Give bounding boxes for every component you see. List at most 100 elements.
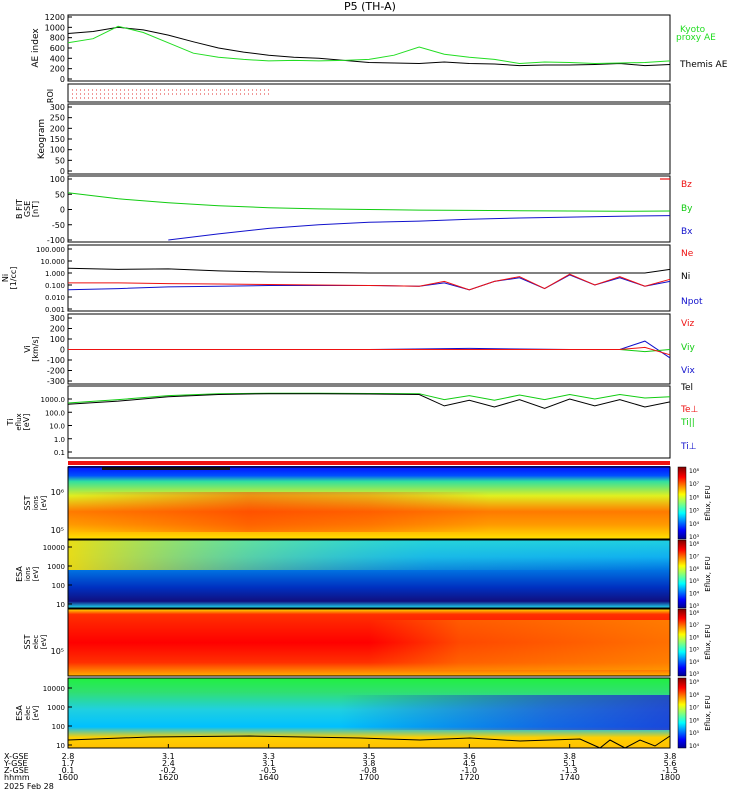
keogram-ylabel: Keogram — [37, 119, 47, 159]
sst-elec-overlay — [68, 620, 670, 670]
colorbar-sst-elec-label: Eflux, EFU — [704, 624, 712, 659]
colorbar-esa-elec-tick-0: 10⁹ — [689, 679, 700, 686]
bx-line — [168, 215, 671, 241]
x-col-4-hhmm: 1720 — [459, 773, 479, 782]
colorbar-esa-ions: Eflux, EFU 10⁸ 10⁷ 10⁶ 10⁵ 10⁴ 10³ — [677, 539, 712, 610]
legend-ti-perp: Ti⊥ — [680, 442, 697, 452]
colorbar-sst-ions-label: Eflux, EFU — [704, 485, 712, 520]
velocity-tick-4: -100 — [47, 356, 65, 365]
colorbar-sst-elec-tick-5: 10³ — [689, 671, 700, 678]
sst-elec-panel: SST elec [eV] 10⁵ — [23, 608, 671, 677]
bfield-tick-3: -50 — [52, 221, 65, 230]
density-tick-1: 10.000 — [41, 258, 66, 266]
sst-ions-burst-bar — [102, 467, 230, 470]
x-col-3-zgse: -0.8 — [361, 766, 377, 775]
velocity-tick-0: 300 — [50, 314, 65, 323]
velocity-tick-6: -300 — [47, 377, 65, 386]
x-col-6-ygse: 5.6 — [664, 759, 677, 768]
keogram-tick-4: 100 — [50, 146, 65, 155]
temperature-tick-1: 100.0 — [45, 409, 65, 417]
colorbar-esa-elec-scale — [677, 677, 687, 749]
temperature-tick-0: 1000.0 — [41, 396, 66, 404]
legend-npot: Npot — [681, 297, 703, 307]
keogram-tick-0: 300 — [50, 103, 65, 112]
keogram-tick-2: 200 — [50, 124, 65, 133]
x-col-2-zgse: -0.5 — [261, 766, 277, 775]
density-frame — [67, 244, 671, 312]
ae-tick-0: 1200 — [45, 13, 65, 22]
tel-line — [67, 393, 671, 409]
esa-elec-tick-0: 10000 — [43, 685, 65, 693]
bfield-tick-1: 50 — [55, 190, 65, 199]
legend-kyoto: Kyoto — [680, 25, 706, 35]
colorbar-esa-elec-tick-5: 10⁴ — [689, 743, 700, 750]
temperature-ylabel-2: eflux — [15, 413, 23, 430]
colorbar-esa-ions-tick-1: 10⁷ — [689, 553, 700, 560]
sst-elec-tick-0: 10⁵ — [51, 647, 64, 656]
x-row-label-xgse: X-GSE — [4, 752, 29, 761]
colorbar-esa-elec-label: Eflux, EFU — [704, 695, 712, 730]
bfield-ylabel-2: GSE — [23, 201, 32, 217]
x-col-5-hhmm: 1740 — [559, 773, 579, 782]
legend-ne: Ne — [681, 249, 694, 259]
colorbar-sst-ions-scale — [677, 466, 687, 540]
x-col-3-hhmm: 1700 — [359, 773, 379, 782]
x-col-4-xgse: 3.6 — [463, 752, 476, 761]
ne-line — [68, 273, 671, 291]
sst-elec-ylabel-3: [eV] — [40, 634, 48, 649]
colorbar-esa-ions-tick-2: 10⁶ — [689, 566, 700, 573]
viz-line — [68, 346, 671, 356]
legend-te-perp: Te⊥ — [680, 405, 699, 415]
colorbar-sst-elec-tick-2: 10⁶ — [689, 634, 700, 641]
bfield-tick-2: 0 — [60, 206, 65, 215]
ae-ylabel: AE index — [31, 28, 41, 68]
esa-elec-tick-2: 100 — [52, 723, 65, 731]
bfield-ticks: 100 50 0 -50 -100 — [47, 175, 72, 245]
keogram-tick-6: 0 — [60, 167, 65, 176]
colorbar-esa-elec-tick-4: 10⁵ — [689, 730, 700, 737]
colorbar-sst-ions-tick-5: 10³ — [689, 534, 700, 541]
velocity-tick-1: 200 — [50, 325, 65, 334]
ti-par-line — [67, 392, 671, 404]
colorbar-sst-ions-tick-3: 10⁵ — [689, 508, 700, 515]
x-col-1-ygse: 2.4 — [162, 759, 175, 768]
legend-themis-ae: Themis AE — [679, 60, 728, 70]
x-row-label-zgse: Z-GSE — [4, 766, 29, 775]
velocity-tick-5: -200 — [47, 367, 65, 376]
sst-elec-ylabel-2: elec — [32, 635, 40, 650]
esa-elec-tick-3: 10 — [56, 742, 65, 750]
temperature-tick-3: 1.0 — [54, 436, 65, 444]
esa-elec-ticks: 10000 1000 100 10 — [43, 685, 72, 750]
density-tick-4: 0.010 — [45, 294, 65, 302]
esa-ions-ylabel-2: ions — [24, 566, 32, 581]
sst-elec-ylabel-1: SST — [23, 634, 32, 649]
legend-vix: Vix — [681, 366, 695, 376]
temperature-ticks: 1000.0 100.0 10.0 1.0 0.1 — [41, 396, 72, 457]
legend-viy: Viy — [681, 343, 695, 353]
sst-ions-frame — [67, 466, 671, 540]
density-ticks: 100.000 10.000 1.000 0.100 0.010 0.001 — [36, 246, 72, 314]
kyoto-ae-line — [67, 25, 671, 65]
density-ylabel-2: [1/cc] — [9, 267, 18, 290]
ae-tick-3: 600 — [50, 44, 65, 53]
by-line — [67, 192, 671, 212]
colorbar-sst-elec-tick-3: 10⁵ — [689, 647, 700, 654]
esa-ions-tick-3: 10 — [56, 601, 65, 609]
density-panel: Ni [1/cc] 100.000 10.000 1.000 0.100 0.010 0.… — [1, 244, 703, 314]
esa-elec-tick-1: 1000 — [47, 704, 65, 712]
keogram-tick-5: 50 — [55, 156, 65, 165]
colorbar-esa-elec-ticks: 10⁹ 10⁸ 10⁷ 10⁶ 10⁵ 10⁴ — [689, 679, 700, 750]
sst-ions-overlay — [68, 492, 670, 532]
colorbar-sst-elec-tick-1: 10⁷ — [689, 622, 700, 629]
legend-by: By — [681, 204, 693, 214]
ae-tick-4: 400 — [50, 54, 65, 63]
npot-line — [67, 274, 671, 291]
x-col-6-xgse: 3.8 — [664, 752, 677, 761]
colorbar-esa-ions-scale — [677, 539, 687, 609]
